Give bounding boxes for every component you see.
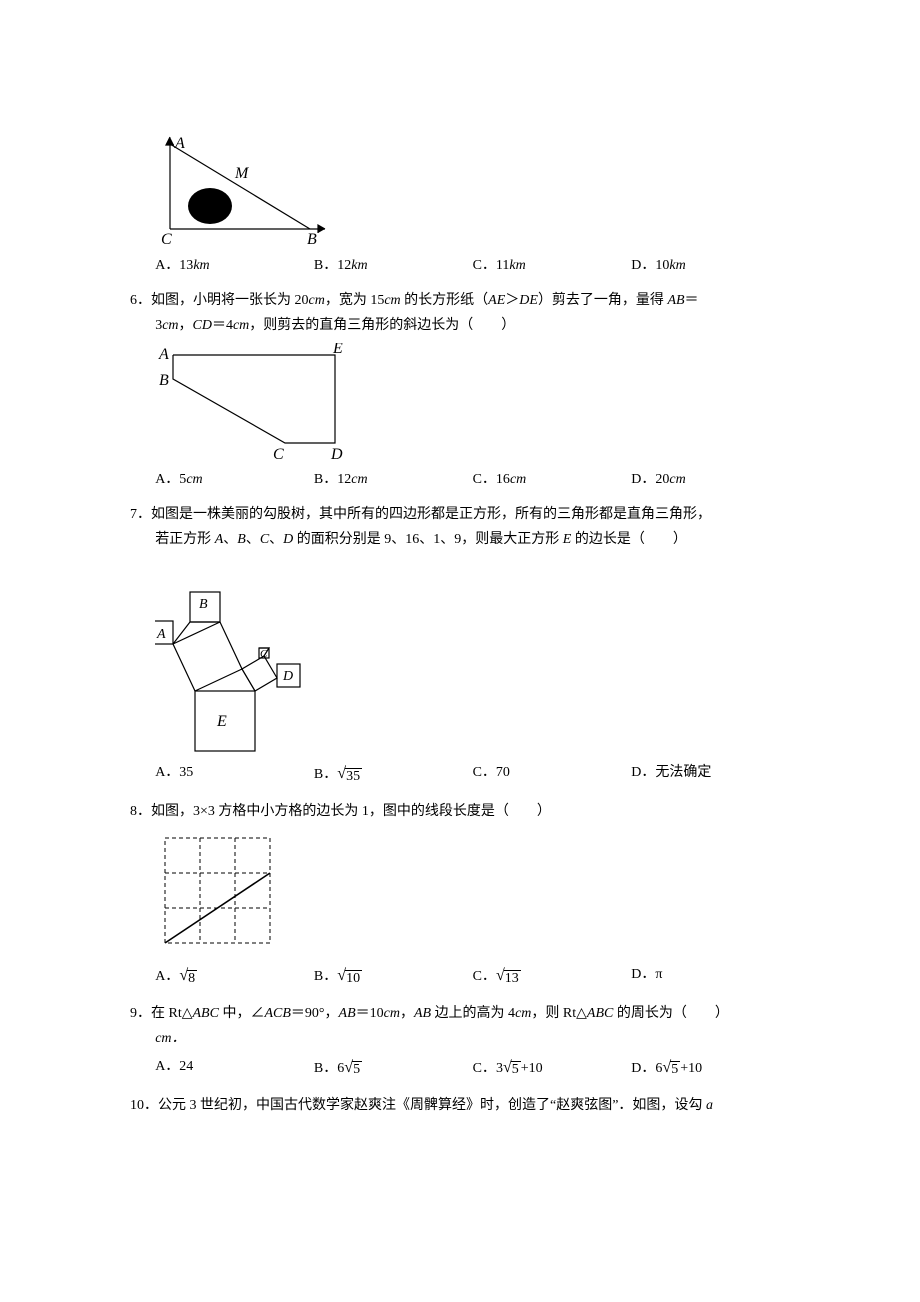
q6-figure: A B C D E — [130, 343, 790, 463]
svg-text:D: D — [282, 669, 293, 684]
q8-figure — [130, 828, 790, 958]
q7-options: A．35 B．√35 C．70 D．无法确定 — [130, 760, 790, 789]
svg-text:A: A — [174, 135, 185, 152]
svg-text:E: E — [332, 343, 343, 357]
q8-opt-b[interactable]: B．√10 — [314, 962, 473, 991]
svg-text:B: B — [159, 372, 169, 389]
svg-text:E: E — [216, 713, 227, 730]
q6-opt-a[interactable]: A．5cm — [155, 467, 314, 492]
q7-stem: 7．如图是一株美丽的勾股树，其中所有的四边形都是正方形，所有的三角形都是直角三角… — [130, 502, 790, 527]
q7-opt-d[interactable]: D．无法确定 — [631, 760, 790, 789]
q9-opt-d[interactable]: D．6√5+10 — [631, 1054, 790, 1083]
q6-opt-d[interactable]: D．20cm — [631, 467, 790, 492]
q5-opt-b[interactable]: B．12km — [314, 253, 473, 278]
q9-options: A．24 B．6√5 C．3√5+10 D．6√5+10 — [130, 1054, 790, 1083]
q6-opt-c[interactable]: C．16cm — [473, 467, 632, 492]
svg-text:A: A — [156, 627, 166, 642]
svg-text:C: C — [260, 648, 268, 660]
svg-text:A: A — [158, 346, 169, 363]
q6-options: A．5cm B．12cm C．16cm D．20cm — [130, 467, 790, 492]
q10-stem: 10．公元 3 世纪初，中国古代数学家赵爽注《周髀算经》时，创造了“赵爽弦图”．… — [130, 1093, 790, 1118]
q9-stem-2: cm． — [130, 1026, 790, 1051]
q8-opt-a[interactable]: A．√8 — [155, 962, 314, 991]
q9-opt-c[interactable]: C．3√5+10 — [473, 1054, 632, 1083]
q8-options: A．√8 B．√10 C．√13 D．π — [130, 962, 790, 991]
q7-opt-c[interactable]: C．70 — [473, 760, 632, 789]
q6-stem: 6．如图，小明将一张长为 20cm，宽为 15cm 的长方形纸（AE＞DE）剪去… — [130, 288, 790, 313]
q8-stem: 8．如图，3×3 方格中小方格的边长为 1，图中的线段长度是（ ） — [130, 799, 790, 824]
q6-opt-b[interactable]: B．12cm — [314, 467, 473, 492]
q7-opt-b[interactable]: B．√35 — [314, 760, 473, 789]
svg-text:B: B — [307, 231, 317, 248]
q9-opt-b[interactable]: B．6√5 — [314, 1054, 473, 1083]
q5-opt-a[interactable]: A．13km — [155, 253, 314, 278]
svg-text:M: M — [234, 165, 250, 182]
q7-stem-2: 若正方形 A、B、C、D 的面积分别是 9、16、1、9，则最大正方形 E 的边… — [130, 527, 790, 552]
q8-opt-d[interactable]: D．π — [631, 962, 790, 991]
q7-figure: A B C D E — [130, 556, 790, 756]
svg-text:C: C — [273, 446, 284, 463]
q9-stem: 9．在 Rt△ABC 中，∠ACB＝90°，AB＝10cm，AB 边上的高为 4… — [130, 1001, 790, 1026]
q7-opt-a[interactable]: A．35 — [155, 760, 314, 789]
svg-text:C: C — [161, 231, 172, 248]
q5-opt-d[interactable]: D．10km — [631, 253, 790, 278]
svg-text:B: B — [199, 597, 208, 612]
q5-opt-c[interactable]: C．11km — [473, 253, 632, 278]
q5-figure: A C B M — [130, 134, 790, 249]
q8-opt-c[interactable]: C．√13 — [473, 962, 632, 991]
q5-options: A．13km B．12km C．11km D．10km — [130, 253, 790, 278]
q6-stem-2: 3cm，CD＝4cm，则剪去的直角三角形的斜边长为（ ） — [130, 313, 790, 338]
q9-opt-a[interactable]: A．24 — [155, 1054, 314, 1083]
svg-text:D: D — [330, 446, 343, 463]
